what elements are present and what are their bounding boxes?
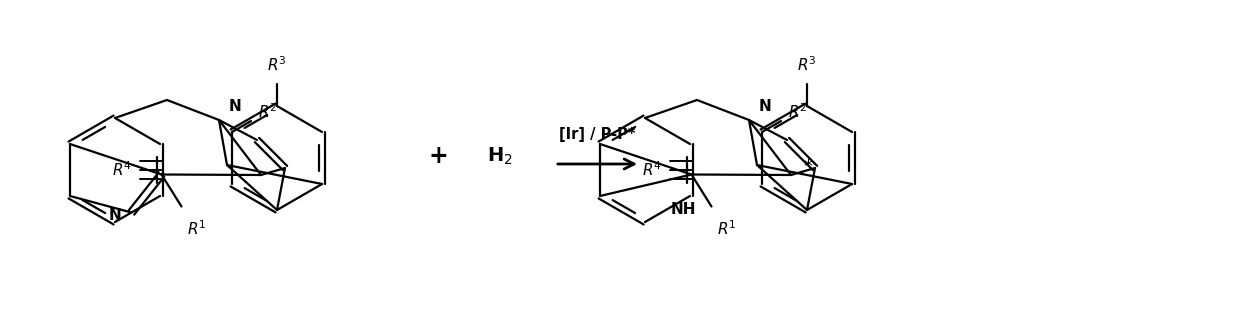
Text: $R^2$: $R^2$ (787, 103, 807, 121)
Text: $R^2$: $R^2$ (258, 103, 277, 121)
Text: +: + (428, 144, 448, 168)
Text: $R^4$: $R^4$ (113, 161, 132, 179)
Text: *: * (803, 158, 812, 176)
Text: H$_2$: H$_2$ (487, 145, 513, 167)
Text: NH: NH (671, 202, 696, 217)
Text: $R^3$: $R^3$ (267, 55, 287, 74)
Text: $R^3$: $R^3$ (797, 55, 817, 74)
Text: $R^1$: $R^1$ (718, 220, 737, 238)
Text: [Ir] / P-P*: [Ir] / P-P* (560, 127, 636, 142)
Text: $R^4$: $R^4$ (643, 161, 662, 179)
Text: N: N (229, 99, 241, 114)
Text: $R^1$: $R^1$ (187, 220, 207, 238)
Text: N: N (759, 99, 771, 114)
Text: N: N (109, 208, 121, 223)
